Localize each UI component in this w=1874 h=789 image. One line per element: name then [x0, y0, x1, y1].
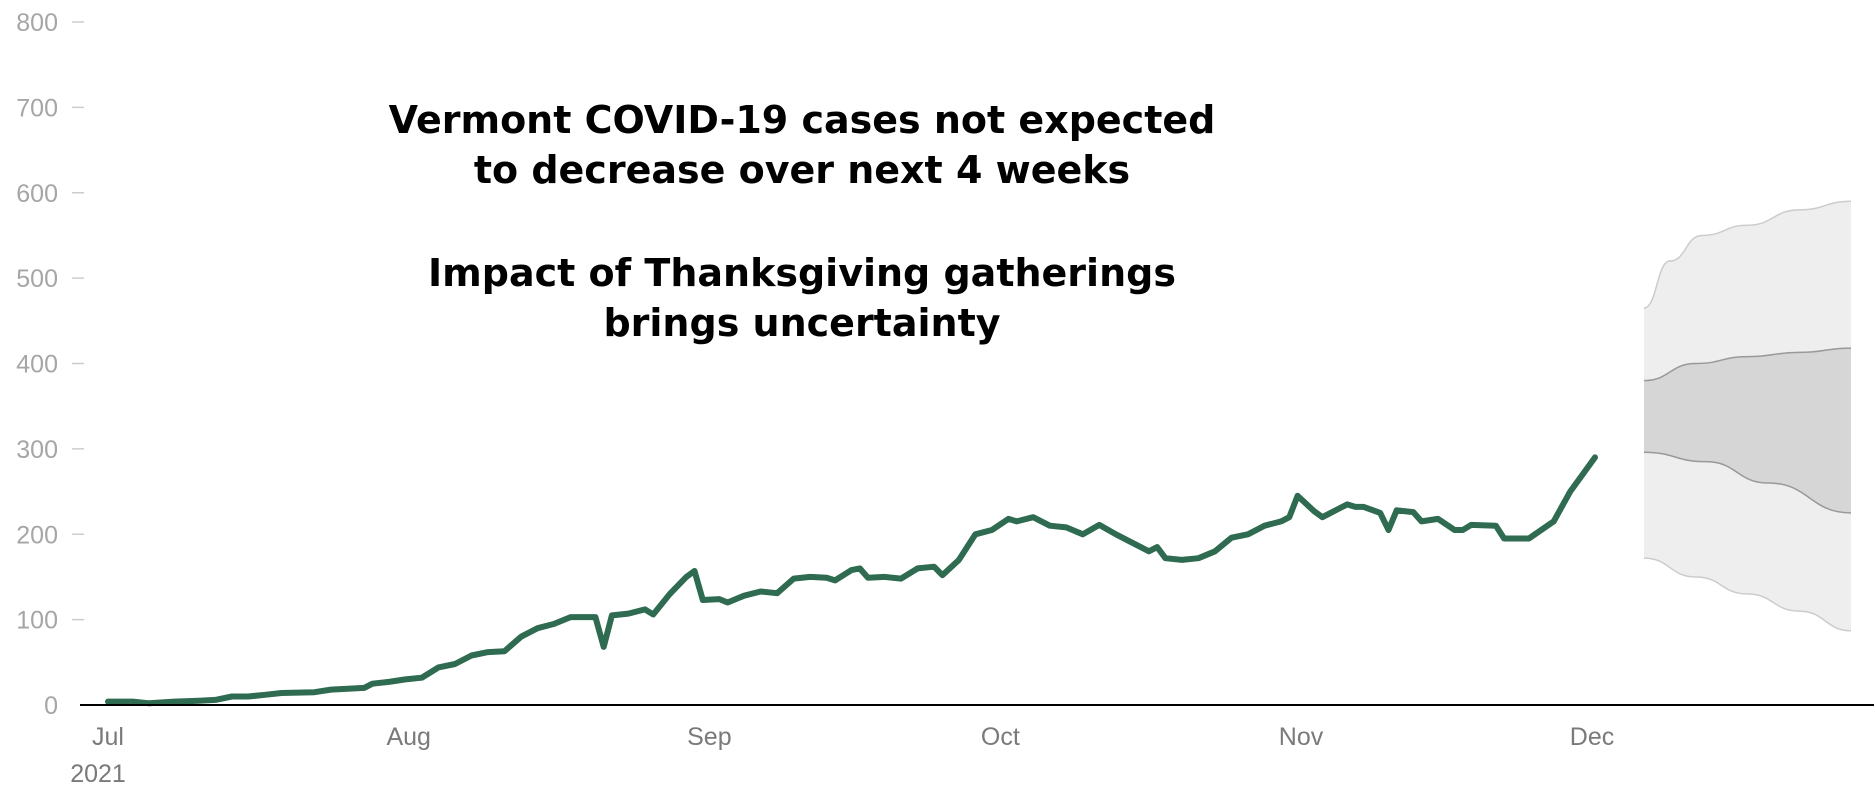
y-tick-label: 400	[16, 351, 58, 379]
x-tick-sublabel: 2021	[70, 760, 126, 788]
y-tick-label: 800	[16, 9, 58, 37]
y-tick-label: 100	[16, 607, 58, 635]
x-tick-label: Dec	[1570, 723, 1614, 751]
chart-title-line: to decrease over next 4 weeks	[474, 148, 1130, 192]
x-axis: Jul 2021 Aug Sep Oct Nov Dec	[70, 723, 1614, 788]
series-layer	[105, 454, 1598, 707]
forecast-outer-lower-edge	[1643, 557, 1852, 632]
y-tick-label: 600	[16, 180, 58, 208]
chart-title-line: brings uncertainty	[603, 301, 1000, 345]
y-tick-label: 700	[16, 94, 58, 122]
forecast-inner-upper-edge	[1643, 347, 1852, 382]
forecast-inner-lower-edge	[1643, 451, 1852, 514]
chart-title: Vermont COVID-19 cases not expected to de…	[389, 98, 1216, 345]
x-tick-label: Oct	[981, 723, 1020, 751]
forecast-inner-band	[1644, 348, 1851, 513]
y-tick-label: 200	[16, 521, 58, 549]
x-tick-label: Aug	[386, 723, 430, 751]
forecast-bands	[1643, 200, 1852, 632]
series-line-cases	[105, 454, 1598, 707]
y-tick-label: 300	[16, 436, 58, 464]
y-tick-label: 500	[16, 265, 58, 293]
y-axis: 0 100 200 300 400 500 600 700 800	[16, 9, 84, 720]
y-tick-label: 0	[44, 692, 58, 720]
x-tick-label: Jul	[92, 723, 124, 751]
forecast-outer-upper-edge	[1643, 200, 1852, 309]
chart-title-line: Vermont COVID-19 cases not expected	[389, 98, 1216, 142]
x-tick-label: Sep	[687, 723, 731, 751]
chart-title-line: Impact of Thanksgiving gatherings	[428, 251, 1176, 295]
x-tick-label: Nov	[1279, 723, 1324, 751]
